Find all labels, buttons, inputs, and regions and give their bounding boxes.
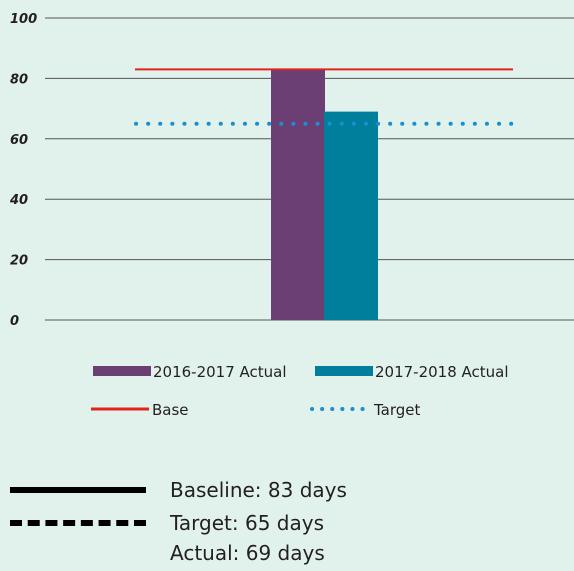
key-actual: Actual: 69 days xyxy=(0,538,574,568)
y-tick-label: 100 xyxy=(10,12,37,27)
solid-line-swatch xyxy=(10,487,146,493)
reference-lines xyxy=(134,68,514,126)
legend-swatch xyxy=(315,366,373,376)
legend-label: 2016-2017 Actual xyxy=(153,363,287,381)
dashed-line-swatch xyxy=(10,520,146,526)
actual-text: Actual: 69 days xyxy=(170,541,325,565)
baseline-text: Baseline: 83 days xyxy=(170,478,347,502)
key-target: Target: 65 days xyxy=(0,508,574,538)
y-tick-label: 80 xyxy=(10,72,28,87)
legend-label: 2017-2018 Actual xyxy=(375,363,509,381)
bar-2016-2017 xyxy=(271,69,325,320)
legend-label: Target xyxy=(373,401,421,419)
legend-swatch xyxy=(93,366,151,376)
bar-2017-2018 xyxy=(324,111,378,321)
y-tick-label: 20 xyxy=(10,254,28,269)
legend-label: Base xyxy=(152,401,189,419)
bars xyxy=(271,69,378,321)
legend-2017-2018: 2017-2018 Actual xyxy=(315,363,509,381)
y-tick-label: 60 xyxy=(10,133,28,148)
legend-target: Target xyxy=(310,401,421,419)
y-tick-label: 40 xyxy=(9,193,28,208)
y-tick-label: 0 xyxy=(10,314,19,329)
legend-base: Base xyxy=(91,401,189,419)
legend: 2016-2017 Actual 2017-2018 Actual Base Targ… xyxy=(91,363,509,419)
y-tick-labels: 0 20 40 60 80 100 xyxy=(9,12,37,329)
target-text: Target: 65 days xyxy=(170,511,324,535)
key-baseline: Baseline: 83 days xyxy=(0,475,574,505)
bar-chart: 0 20 40 60 80 100 2016-2017 Actual 2017-2018 A… xyxy=(9,12,574,419)
legend-2016-2017: 2016-2017 Actual xyxy=(93,363,287,381)
